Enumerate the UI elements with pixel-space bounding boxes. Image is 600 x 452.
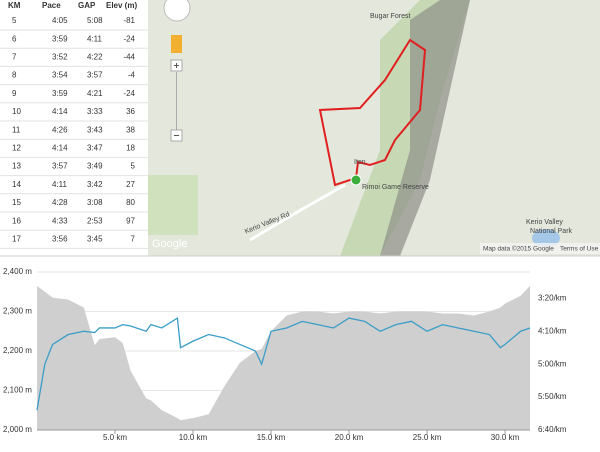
table-cell: 14 <box>12 180 21 189</box>
table-cell: 5 <box>12 16 17 25</box>
map-pegman[interactable] <box>171 35 182 53</box>
map-label: National Park <box>530 228 573 235</box>
table-cell: 16 <box>12 216 21 225</box>
table-header: Pace <box>42 1 61 10</box>
table-cell: 97 <box>126 216 135 225</box>
table-cell: 4:14 <box>52 144 68 153</box>
y-tick-label: 2,000 m <box>3 425 32 434</box>
table-cell: 17 <box>12 235 21 244</box>
pace-line <box>36 316 531 411</box>
y2-tick-label: 5:50/km <box>538 392 567 401</box>
table-cell: 3:43 <box>87 125 103 134</box>
table-cell: 3:47 <box>87 144 103 153</box>
table-cell: 10 <box>12 107 21 116</box>
table-cell: 3:45 <box>87 235 103 244</box>
x-tick-label: 5.0 km <box>103 433 127 442</box>
map-route <box>318 38 427 187</box>
map-lake <box>532 229 560 247</box>
map-logo: Google <box>152 238 187 250</box>
y-tick-label: 2,400 m <box>3 267 32 276</box>
map-label: Iten <box>354 159 366 166</box>
table-cell: 12 <box>12 144 21 153</box>
y2-tick-label: 3:20/km <box>538 293 567 302</box>
map-label: Kerio Valley <box>526 219 563 226</box>
map[interactable]: Bugar Forest Iten Rimoi Game Reserve Ker… <box>148 0 600 256</box>
table-cell: 3:42 <box>87 180 103 189</box>
y-tick-label: 2,300 m <box>3 307 32 316</box>
table-cell: 3:08 <box>87 198 103 207</box>
table-cell: 9 <box>12 89 17 98</box>
table-cell: 11 <box>12 125 21 134</box>
table-cell: 4:22 <box>87 53 103 62</box>
splits-table: KM Pace GAP Elev (m) 5 4:05 5:08 -81 6 3:59 4:11 -2… <box>0 1 148 249</box>
table-cell: 5:08 <box>87 16 103 25</box>
y-tick-label: 2,100 m <box>3 386 32 395</box>
y2-tick-label: 6:40/km <box>538 425 567 434</box>
table-cell: 3:49 <box>87 162 103 171</box>
table-cell: -81 <box>123 16 135 25</box>
map-label: Bugar Forest <box>370 13 411 20</box>
table-cell: 7 <box>131 235 136 244</box>
map-terms[interactable]: Terms of Use <box>560 246 599 253</box>
x-tick-label: 15.0 km <box>257 433 286 442</box>
x-tick-label: 30.0 km <box>491 433 520 442</box>
table-cell: 27 <box>126 180 135 189</box>
map-label: Rimoi Game Reserve <box>362 184 429 191</box>
map-start <box>350 174 362 186</box>
y2-tick-label: 4:10/km <box>538 326 567 335</box>
table-cell: 3:56 <box>52 235 68 244</box>
chart: 2,000 m 2,100 m 2,200 m 2,300 m 2,400 m 3:20/… <box>3 267 567 442</box>
map-attribution-bg <box>480 243 600 254</box>
table-cell: 8 <box>12 71 17 80</box>
table-header: GAP <box>78 1 96 10</box>
map-park <box>148 175 198 235</box>
y2-tick-label: 5:00/km <box>538 359 567 368</box>
table-cell: 4:11 <box>52 180 68 189</box>
table-cell: -44 <box>123 53 135 62</box>
map-escarpment <box>380 0 470 256</box>
map-road <box>249 183 346 242</box>
table-cell: 4:05 <box>52 16 68 25</box>
table-cell: 38 <box>126 125 135 134</box>
x-tick-label: 10.0 km <box>179 433 208 442</box>
table-cell: 3:59 <box>52 34 68 43</box>
table-header: KM <box>8 1 21 10</box>
table-cell: 3:33 <box>87 107 103 116</box>
table-cell: 3:54 <box>52 71 68 80</box>
table-cell: -4 <box>128 71 136 80</box>
table-cell: 13 <box>12 162 21 171</box>
table-cell: 7 <box>12 53 17 62</box>
table-cell: -24 <box>123 89 135 98</box>
table-cell: 4:11 <box>87 34 103 43</box>
map-pan-control[interactable] <box>163 0 191 22</box>
table-cell: -24 <box>123 34 135 43</box>
table-header: Elev (m) <box>106 1 137 10</box>
y-tick-label: 2,200 m <box>3 346 32 355</box>
x-tick-label: 20.0 km <box>335 433 364 442</box>
table-cell: 3:57 <box>87 71 103 80</box>
map-attribution: Map data ©2015 Google <box>483 245 554 253</box>
table-cell: 4:21 <box>87 89 103 98</box>
table-cell: 4:33 <box>52 216 68 225</box>
table-cell: 3:57 <box>52 162 68 171</box>
table-cell: 5 <box>131 162 136 171</box>
table-cell: 3:52 <box>52 53 68 62</box>
table-cell: 6 <box>12 34 17 43</box>
table-cell: 18 <box>126 144 135 153</box>
table-cell: 15 <box>12 198 21 207</box>
x-tick-label: 25.0 km <box>413 433 442 442</box>
table-cell: 4:14 <box>52 107 68 116</box>
table-cell: 3:59 <box>52 89 68 98</box>
table-cell: 80 <box>126 198 135 207</box>
table-cell: 4:26 <box>52 125 68 134</box>
table-cell: 2:53 <box>87 216 103 225</box>
table-cell: 36 <box>126 107 135 116</box>
table-cell: 4:28 <box>52 198 68 207</box>
